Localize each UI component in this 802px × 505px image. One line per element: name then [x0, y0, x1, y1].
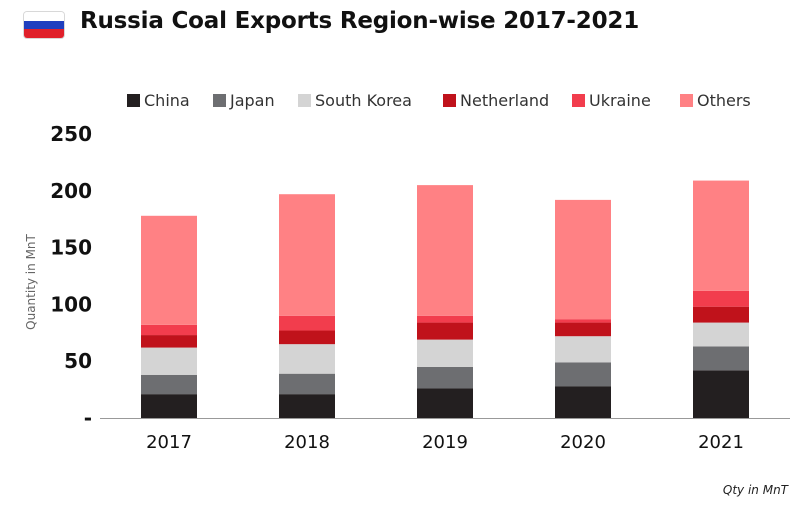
legend-label-others: Others	[697, 91, 751, 110]
units-footnote: Qty in MnT	[722, 483, 788, 497]
x-tick-label-2021: 2021	[698, 432, 744, 453]
y-tick-label: 50	[64, 349, 92, 373]
bar-segment-ukraine-2018	[279, 315, 335, 331]
legend-label-japan: Japan	[229, 91, 275, 110]
y-tick-label: 150	[50, 236, 92, 260]
bar-segment-others-2019	[417, 185, 473, 316]
bar-segment-south-korea-2019	[417, 339, 473, 367]
legend-label-netherland: Netherland	[460, 91, 549, 110]
bar-segment-japan-2021	[693, 346, 749, 371]
chart-title: Russia Coal Exports Region-wise 2017-202…	[80, 8, 639, 34]
legend-swatch-china	[127, 94, 140, 107]
legend-label-ukraine: Ukraine	[589, 91, 651, 110]
legend-label-china: China	[144, 91, 190, 110]
legend-swatch-others	[680, 94, 693, 107]
bar-segment-netherland-2017	[141, 335, 197, 348]
x-tick-label-2019: 2019	[422, 432, 468, 453]
bar-segment-ukraine-2020	[555, 319, 611, 323]
x-tick-label-2020: 2020	[560, 432, 606, 453]
legend-swatch-japan	[213, 94, 226, 107]
bar-segment-japan-2017	[141, 374, 197, 395]
flag-stripe-white	[24, 12, 64, 21]
bar-segment-japan-2020	[555, 362, 611, 387]
russia-flag-icon	[24, 12, 64, 38]
bar-segment-netherland-2021	[693, 306, 749, 323]
bar-segment-china-2019	[417, 388, 473, 418]
bar-segment-china-2020	[555, 386, 611, 418]
bar-segment-china-2021	[693, 370, 749, 418]
x-tick-label-2017: 2017	[146, 432, 192, 453]
x-tick-label-2018: 2018	[284, 432, 330, 453]
flag-stripe-blue	[24, 20, 64, 30]
bar-segment-ukraine-2017	[141, 324, 197, 336]
y-tick-label: 100	[50, 292, 92, 316]
legend-swatch-netherland	[443, 94, 456, 107]
bar-segment-ukraine-2019	[417, 315, 473, 323]
bar-segment-south-korea-2020	[555, 336, 611, 363]
bar-segment-south-korea-2021	[693, 322, 749, 347]
y-tick-label: -	[84, 406, 92, 430]
legend-swatch-south-korea	[298, 94, 311, 107]
bar-segment-south-korea-2018	[279, 344, 335, 374]
bar-segment-others-2017	[141, 215, 197, 325]
bar-segment-netherland-2020	[555, 322, 611, 337]
bar-segment-others-2021	[693, 180, 749, 291]
bar-segment-japan-2018	[279, 373, 335, 395]
bar-segment-others-2020	[555, 199, 611, 320]
bar-segment-south-korea-2017	[141, 347, 197, 375]
bar-segment-china-2018	[279, 394, 335, 418]
bar-segment-ukraine-2021	[693, 290, 749, 307]
bar-segment-netherland-2018	[279, 330, 335, 345]
y-tick-label: 250	[50, 122, 92, 146]
bar-segment-japan-2019	[417, 366, 473, 389]
bar-segment-others-2018	[279, 194, 335, 316]
legend-label-south-korea: South Korea	[315, 91, 412, 110]
bar-segment-china-2017	[141, 394, 197, 418]
legend-swatch-ukraine	[572, 94, 585, 107]
y-axis-label: Quantity in MnT	[24, 233, 38, 329]
y-tick-label: 200	[50, 179, 92, 203]
flag-stripe-red	[24, 29, 64, 38]
bar-segment-netherland-2019	[417, 322, 473, 340]
